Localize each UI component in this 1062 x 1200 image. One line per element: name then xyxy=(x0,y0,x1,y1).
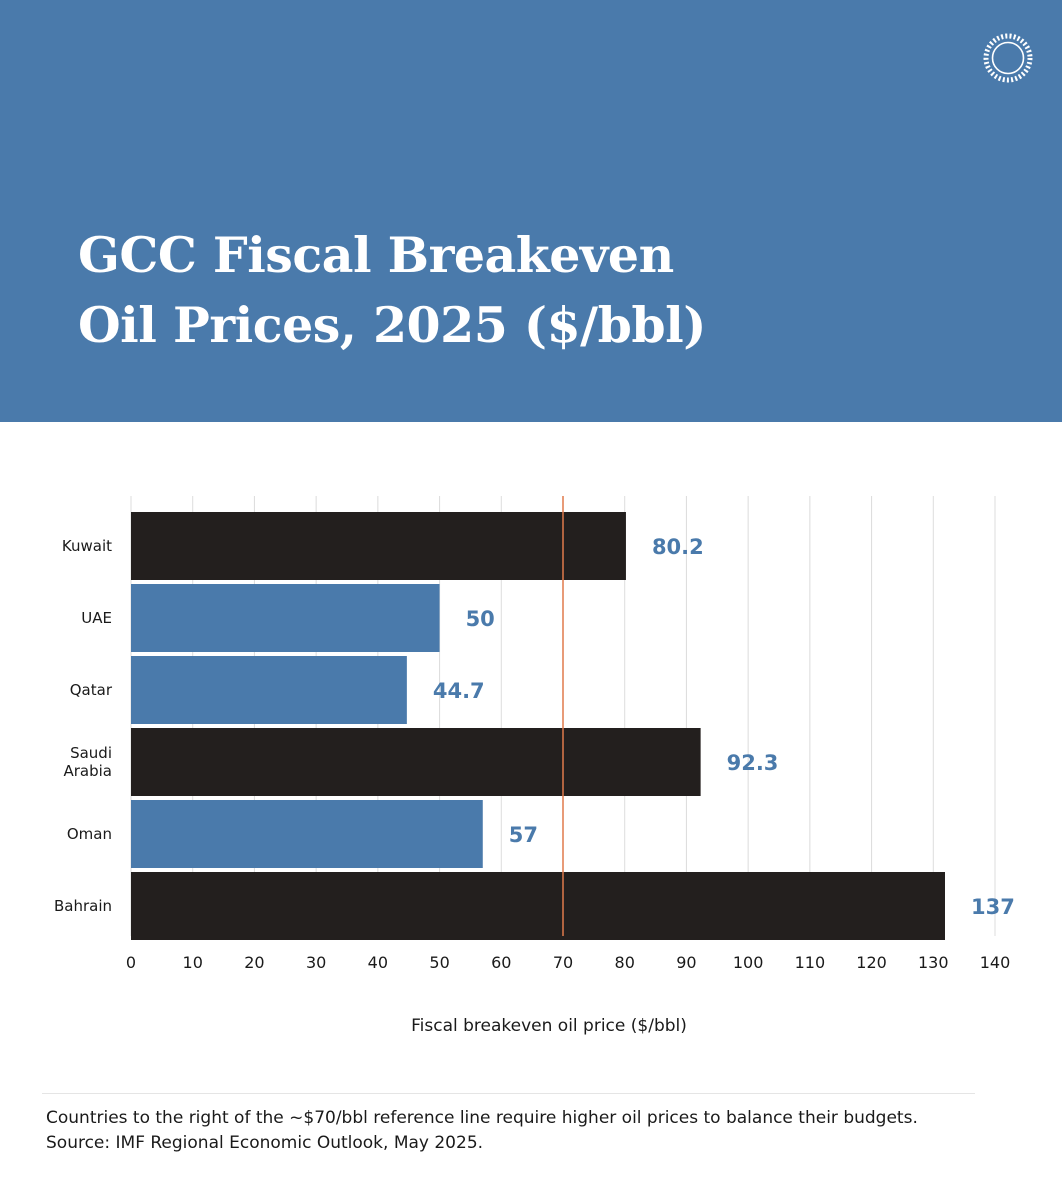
x-tick-label-110: 110 xyxy=(795,953,826,972)
bar-qatar xyxy=(131,656,407,724)
x-tick-label-90: 90 xyxy=(676,953,696,972)
footer-source: Source: IMF Regional Economic Outlook, M… xyxy=(46,1133,484,1153)
category-label-kuwait: Kuwait xyxy=(62,537,112,555)
bar-chart-svg: Kuwait UAE Qatar Saudi Arabia Oman Bahrain 80.… xyxy=(54,496,1015,1036)
x-tick-label-80: 80 xyxy=(615,953,635,972)
footer-divider xyxy=(42,1093,975,1094)
x-tick-label-140: 140 xyxy=(980,953,1011,972)
value-label-bahrain: 137 xyxy=(971,895,1015,919)
bar-saudi-arabia xyxy=(131,728,701,796)
bar-chart: Kuwait UAE Qatar Saudi Arabia Oman Bahrain 80.… xyxy=(0,470,1062,1050)
x-tick-label-130: 130 xyxy=(918,953,949,972)
category-label-saudi-arabia: Saudi Arabia xyxy=(63,744,112,780)
x-tick-label-50: 50 xyxy=(429,953,449,972)
category-label-bahrain: Bahrain xyxy=(54,897,112,915)
bar-oman xyxy=(131,800,483,868)
value-label-kuwait: 80.2 xyxy=(652,535,704,559)
x-tick-label-10: 10 xyxy=(183,953,203,972)
x-axis-title: Fiscal breakeven oil price ($/bbl) xyxy=(411,1016,687,1036)
bars xyxy=(131,512,945,940)
category-label-uae: UAE xyxy=(81,609,112,627)
x-tick-label-60: 60 xyxy=(491,953,511,972)
value-label-qatar: 44.7 xyxy=(433,679,485,703)
category-labels: Kuwait UAE Qatar Saudi Arabia Oman Bahrain xyxy=(54,537,113,915)
x-tick-labels: 0 10 20 30 40 50 60 70 80 90 100 110 120 130 140 xyxy=(126,953,1010,972)
x-tick-label-40: 40 xyxy=(368,953,388,972)
page-title: GCC Fiscal Breakeven Oil Prices, 2025 ($… xyxy=(78,220,838,360)
value-label-uae: 50 xyxy=(466,607,495,631)
x-tick-label-20: 20 xyxy=(244,953,264,972)
header-banner: GCC Fiscal Breakeven Oil Prices, 2025 ($… xyxy=(0,0,1062,422)
title-line-2: Oil Prices, 2025 ($/bbl) xyxy=(78,296,706,354)
x-tick-label-30: 30 xyxy=(306,953,326,972)
category-label-qatar: Qatar xyxy=(70,681,113,699)
value-labels: 80.2 50 44.7 92.3 57 137 xyxy=(433,535,1015,919)
bar-kuwait xyxy=(131,512,626,580)
value-label-saudi-arabia: 92.3 xyxy=(727,751,779,775)
bar-bahrain xyxy=(131,872,945,940)
footer-note: Countries to the right of the ~$70/bbl r… xyxy=(46,1106,1036,1156)
x-tick-label-0: 0 xyxy=(126,953,136,972)
title-line-1: GCC Fiscal Breakeven xyxy=(78,226,674,284)
footer-note-text: Countries to the right of the ~$70/bbl r… xyxy=(46,1108,918,1128)
x-tick-label-70: 70 xyxy=(553,953,573,972)
x-tick-label-100: 100 xyxy=(733,953,764,972)
circular-seal-logo-icon xyxy=(983,33,1033,83)
x-tick-label-120: 120 xyxy=(856,953,887,972)
category-label-oman: Oman xyxy=(67,825,112,843)
bar-uae xyxy=(131,584,440,652)
value-label-oman: 57 xyxy=(509,823,538,847)
